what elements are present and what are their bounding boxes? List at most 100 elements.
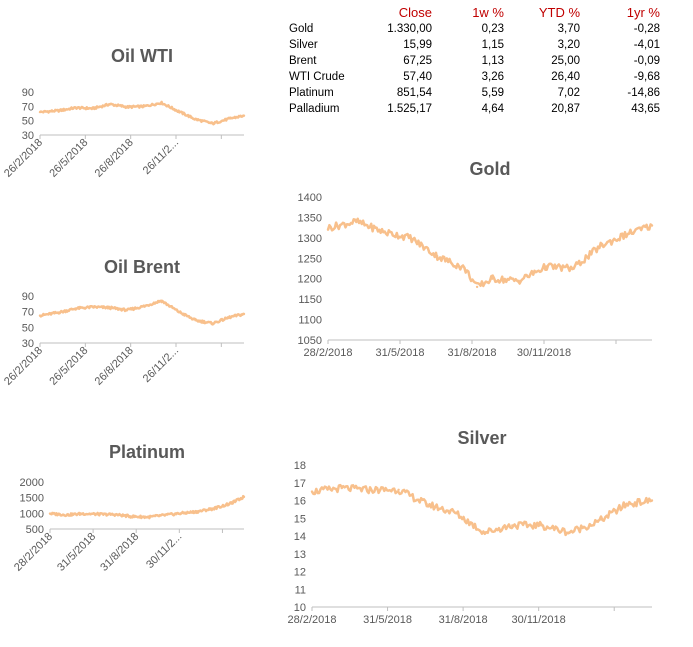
y-tick-label: 90 [22,87,34,99]
data-point [194,319,197,322]
y-tick-label: 1050 [298,335,322,347]
quotes-header-row: Close 1w % YTD % 1yr % [286,4,666,21]
data-point [567,531,571,534]
quotes-header-1w: 1w % [472,5,504,20]
data-point [212,507,215,510]
data-point [211,122,214,125]
data-point [177,110,180,113]
y-tick-label: 11 [295,584,306,596]
data-point [91,107,95,110]
x-tick-label: 28/2/2018 [288,614,337,626]
data-point [57,311,61,314]
data-point [511,524,514,527]
x-tick-label: 31/5/2018 [376,347,425,359]
data-point [194,118,197,121]
y-tick-label: 50 [22,322,34,334]
table-row: Platinum 851,54 5,59 7,02 -14,86 [286,85,666,101]
y-tick-label: 15 [294,513,306,525]
y-tick-label: 10 [294,602,306,614]
x-tick-label: 30/11/2018 [517,347,571,359]
data-point [74,106,78,110]
quotes-header-name [286,4,362,21]
row-close: 1.525,17 [387,103,432,115]
data-point [625,502,628,506]
row-ytd: 7,02 [557,87,580,99]
data-point [179,512,182,515]
x-tick-label: 28/2/2018 [304,347,353,359]
x-tick-label: 30/11/2... [144,531,184,571]
row-close: 851,54 [396,87,432,99]
data-point [195,510,198,513]
data-point [596,520,600,523]
x-tick-label: 31/5/2018 [55,531,98,574]
series-line [326,217,653,288]
data-point [177,310,180,313]
y-tick-label: 500 [26,524,44,536]
chart-title: Oil WTI [111,46,173,66]
chart-title: Silver [457,428,506,448]
y-tick-label: 13 [294,549,306,561]
y-tick-label: 1500 [20,493,44,505]
row-1yr: -0,09 [633,55,660,67]
row-name: Silver [289,39,318,51]
x-tick-label: 26/8/2018 [93,345,136,388]
data-point [160,101,163,104]
row-1w: 1,15 [481,39,504,51]
data-point [108,103,112,106]
data-point [143,305,146,308]
y-tick-label: 1000 [20,508,44,520]
data-point [228,502,231,506]
x-tick-label: 26/11/2... [141,137,181,177]
data-point [242,312,246,316]
row-1yr: -9,68 [633,71,660,83]
row-ytd: 3,70 [557,23,580,35]
quotes-table: Close 1w % YTD % 1yr % Gold 1.330,00 0,2… [286,4,686,117]
data-point [38,314,42,317]
row-1yr: -4,01 [633,39,660,51]
x-tick-label: 26/2/2018 [2,137,45,180]
y-tick-label: 70 [22,101,34,113]
y-tick-label: 30 [22,130,34,142]
data-point [454,511,457,515]
series-line [49,494,245,520]
row-ytd: 3,20 [557,39,580,51]
data-point [425,502,428,506]
table-row: Gold 1.330,00 0,23 3,70 -0,28 [286,21,666,37]
row-1w: 0,23 [481,23,504,35]
table-row: Palladium 1.525,17 4,64 20,87 43,65 [286,101,666,117]
data-point [228,117,232,120]
y-tick-label: 1300 [298,233,322,245]
y-tick-label: 1350 [298,212,322,224]
data-point [98,513,101,516]
data-point [517,279,520,282]
y-tick-label: 2000 [20,477,44,489]
data-point [571,267,575,270]
row-1w: 1,13 [481,55,504,67]
data-point [340,486,343,490]
x-tick-label: 30/11/2018 [512,614,566,626]
x-tick-label: 31/8/2018 [439,614,488,626]
data-point [650,224,654,227]
data-point [326,228,330,231]
data-point [491,277,494,280]
y-tick-label: 12 [294,567,306,579]
data-point [114,513,117,516]
y-tick-label: 30 [22,338,34,350]
x-tick-label: 26/8/2018 [93,137,136,180]
data-point [436,255,439,258]
data-point [108,306,112,309]
chart-oil-brent: Oil Brent 30 50 70 90 26/2/2018 26/5/2018 26/8/… [2,257,246,388]
chart-silver: Silver 10 11 12 13 14 15 16 17 18 28/2/2018 31/5/20… [288,428,654,626]
data-point [81,512,85,515]
row-1w: 5,59 [481,87,504,99]
data-point [540,524,543,527]
series-line [39,299,245,326]
row-close: 57,40 [403,71,432,83]
data-point [409,236,412,240]
data-point [626,232,630,235]
data-point [126,308,129,312]
row-1yr: -0,28 [633,23,660,35]
chart-gold: Gold 1050 1100 1150 1200 1250 1300 1350 1400 28/2… [298,159,654,359]
data-point [126,105,129,109]
data-point [74,307,78,310]
